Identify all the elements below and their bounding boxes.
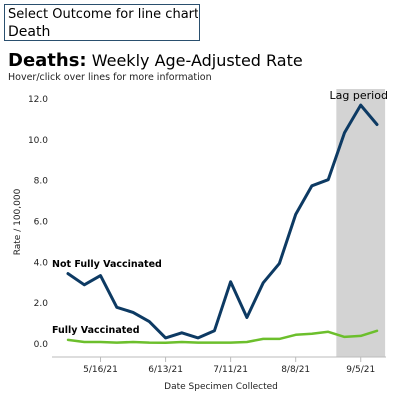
series-line-not-fully-vaccinated[interactable] (66, 103, 379, 340)
data-point[interactable] (308, 330, 316, 338)
data-point[interactable] (243, 313, 251, 321)
data-point[interactable] (210, 339, 218, 347)
y-tick-label: 12.0 (28, 95, 48, 105)
data-point[interactable] (373, 121, 381, 129)
y-tick-label: 4.0 (34, 258, 49, 268)
data-point[interactable] (259, 335, 267, 343)
y-axis-title: Rate / 100,000 (13, 188, 23, 255)
data-point[interactable] (292, 331, 300, 339)
x-tick-label: 8/8/21 (281, 365, 310, 375)
x-axis-title: Date Specimen Collected (164, 382, 278, 392)
outcome-select-value: Death (8, 24, 51, 40)
data-point[interactable] (227, 278, 235, 286)
data-point[interactable] (64, 336, 72, 344)
x-tick-label: 9/5/21 (346, 365, 375, 375)
data-point[interactable] (275, 259, 283, 267)
data-point[interactable] (129, 308, 137, 316)
data-point[interactable] (275, 335, 283, 343)
data-point[interactable] (129, 338, 137, 346)
data-point[interactable] (357, 101, 365, 109)
data-point[interactable] (145, 318, 153, 326)
x-tick-label: 6/13/21 (148, 365, 183, 375)
data-point[interactable] (162, 339, 170, 347)
data-point[interactable] (340, 333, 348, 341)
data-point[interactable] (80, 281, 88, 289)
data-point[interactable] (227, 339, 235, 347)
data-point[interactable] (97, 338, 105, 346)
data-point[interactable] (292, 210, 300, 218)
y-tick-label: 10.0 (28, 136, 48, 146)
data-point[interactable] (259, 279, 267, 287)
lag-period-label: Lag period (330, 89, 388, 102)
chart-subtitle: Hover/click over lines for more informat… (8, 72, 212, 83)
data-point[interactable] (324, 328, 332, 336)
chart-title-bold: Deaths: (8, 50, 87, 71)
data-point[interactable] (210, 327, 218, 335)
data-point[interactable] (145, 339, 153, 347)
outcome-select-label: Select Outcome for line chart b.. (8, 7, 198, 22)
series-label: Fully Vaccinated (52, 325, 140, 336)
series-label: Not Fully Vaccinated (52, 259, 162, 270)
data-point[interactable] (113, 339, 121, 347)
data-point[interactable] (80, 338, 88, 346)
series-line-fully-vaccinated[interactable] (66, 329, 379, 345)
y-tick-label: 8.0 (34, 177, 49, 187)
y-tick-label: 0.0 (34, 340, 49, 350)
data-point[interactable] (113, 303, 121, 311)
data-point[interactable] (340, 129, 348, 137)
outcome-select[interactable]: Select Outcome for line chart b.. Death (4, 4, 200, 41)
data-point[interactable] (243, 338, 251, 346)
data-point[interactable] (64, 270, 72, 278)
data-point[interactable] (324, 176, 332, 184)
data-point[interactable] (308, 182, 316, 190)
data-point[interactable] (97, 272, 105, 280)
data-point[interactable] (357, 332, 365, 340)
y-tick-label: 6.0 (34, 218, 49, 228)
chart-title: Deaths: Weekly Age-Adjusted Rate (8, 50, 303, 72)
data-point[interactable] (178, 338, 186, 346)
x-tick-label: 7/11/21 (213, 365, 248, 375)
data-point[interactable] (194, 339, 202, 347)
chart-title-rest: Weekly Age-Adjusted Rate (91, 51, 303, 70)
y-tick-label: 2.0 (34, 299, 49, 309)
data-point[interactable] (373, 327, 381, 335)
x-tick-label: 5/16/21 (83, 365, 118, 375)
data-point[interactable] (178, 329, 186, 337)
